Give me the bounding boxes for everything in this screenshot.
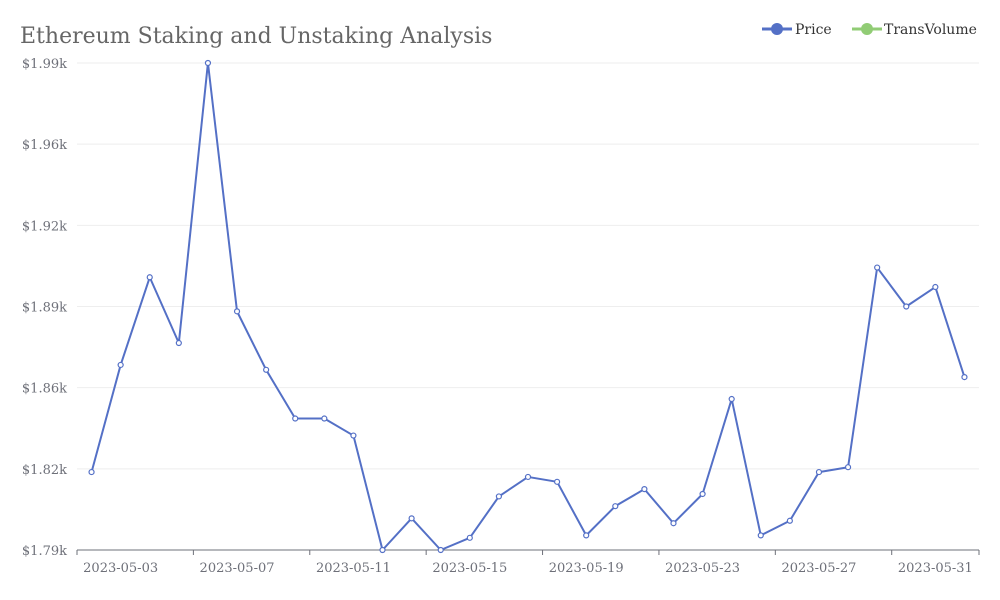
data-point[interactable] — [612, 503, 619, 510]
data-point[interactable] — [670, 520, 677, 527]
legend: Price TransVolume — [762, 22, 977, 38]
data-point[interactable] — [844, 464, 852, 471]
data-point[interactable] — [728, 395, 735, 403]
gridlines — [77, 62, 979, 470]
y-tick-label: $1.86k — [22, 382, 67, 397]
data-point[interactable] — [88, 468, 95, 476]
y-tick-label: $1.79k — [22, 544, 67, 559]
y-tick-label: $1.89k — [22, 301, 67, 316]
data-point[interactable] — [292, 415, 299, 422]
x-tick-label: 2023-05-03 — [83, 561, 158, 576]
data-point[interactable] — [437, 546, 444, 554]
data-point[interactable] — [117, 361, 124, 369]
legend-item-price[interactable]: Price — [762, 22, 832, 38]
data-point[interactable] — [815, 468, 823, 476]
data-point[interactable] — [263, 366, 270, 373]
x-tick-label: 2023-05-07 — [200, 561, 275, 576]
data-point[interactable] — [961, 374, 968, 381]
data-point[interactable] — [932, 283, 939, 291]
data-point[interactable] — [699, 490, 706, 498]
data-point[interactable] — [379, 546, 386, 554]
x-tick-label: 2023-05-11 — [316, 561, 391, 576]
data-point[interactable] — [757, 532, 764, 539]
data-point[interactable] — [903, 303, 910, 310]
data-point[interactable] — [495, 493, 503, 500]
data-point[interactable] — [408, 515, 415, 522]
data-point[interactable] — [466, 534, 473, 541]
data-point[interactable] — [146, 274, 153, 281]
legend-transvolume-marker — [861, 23, 873, 35]
x-tick-label: 2023-05-19 — [549, 561, 624, 576]
y-axis-ticks: $1.79k $1.82k $1.86k $1.89k $1.92k $1.96k $1.9… — [22, 57, 67, 559]
data-point[interactable] — [233, 308, 241, 315]
data-point[interactable] — [524, 473, 532, 481]
data-point[interactable] — [321, 415, 328, 422]
y-tick-label: $1.92k — [22, 219, 67, 234]
legend-transvolume-label: TransVolume — [884, 22, 977, 38]
x-tick-label: 2023-05-23 — [665, 561, 740, 576]
data-point[interactable] — [583, 532, 590, 539]
x-axis-ticks: 2023-05-03 2023-05-07 2023-05-11 2023-05-15… — [76, 550, 980, 576]
x-tick-label: 2023-05-27 — [781, 561, 856, 576]
series-price — [88, 59, 968, 554]
data-point[interactable] — [641, 486, 648, 493]
chart-title: Ethereum Staking and Unstaking Analysis — [20, 24, 492, 49]
y-tick-label: $1.99k — [22, 57, 67, 72]
data-point[interactable] — [553, 478, 561, 485]
y-tick-label: $1.82k — [22, 463, 67, 478]
data-point[interactable] — [786, 517, 793, 524]
y-tick-label: $1.96k — [22, 138, 67, 153]
data-point[interactable] — [350, 432, 357, 439]
x-tick-label: 2023-05-15 — [432, 561, 507, 576]
legend-item-transvolume[interactable]: TransVolume — [852, 22, 977, 38]
legend-price-label: Price — [795, 22, 832, 38]
data-point[interactable] — [874, 264, 881, 271]
data-point[interactable] — [204, 59, 212, 67]
x-tick-label: 2023-05-31 — [898, 561, 973, 576]
legend-price-marker — [771, 23, 783, 35]
data-point[interactable] — [175, 339, 182, 347]
